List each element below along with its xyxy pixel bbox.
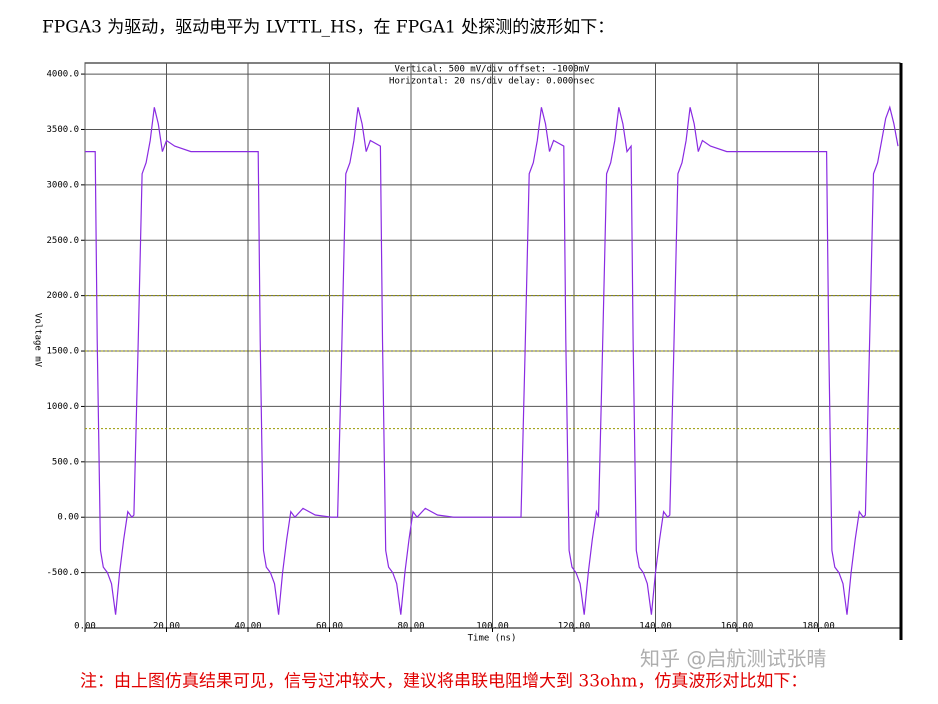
x-tick-label: 80.00 bbox=[397, 622, 424, 632]
y-tick-label: -500.0 bbox=[46, 568, 79, 578]
y-tick-label: 1000.0 bbox=[46, 402, 79, 412]
heading: FPGA3 为驱动，驱动电平为 LVTTL_HS，在 FPGA1 处探测的波形如… bbox=[42, 18, 614, 38]
x-tick-label: 120.00 bbox=[558, 622, 591, 632]
x-tick-label: 140.00 bbox=[639, 622, 672, 632]
x-tick-label: 0.00 bbox=[74, 622, 96, 632]
y-tick-label: 4000.0 bbox=[46, 70, 79, 80]
x-tick-label: 180.00 bbox=[802, 622, 835, 632]
y-tick-label: 1500.0 bbox=[46, 347, 79, 357]
y-tick-label: 500.0 bbox=[52, 457, 79, 467]
y-tick-label: 3500.0 bbox=[46, 125, 79, 135]
x-tick-label: 60.00 bbox=[316, 622, 343, 632]
x-tick-label: 100.00 bbox=[476, 622, 509, 632]
waveform bbox=[85, 105, 899, 615]
y-axis-label: Voltage mV bbox=[33, 313, 43, 368]
x-tick-label: 160.00 bbox=[721, 622, 754, 632]
y-tick-label: 0.00 bbox=[57, 513, 79, 523]
note: 注：由上图仿真结果可见，信号过冲较大，建议将串联电阻增大到 33ohm，仿真波形… bbox=[80, 672, 807, 692]
y-tick-label: 2000.0 bbox=[46, 291, 79, 301]
x-axis-label: Time (ns) bbox=[468, 634, 517, 644]
watermark: 知乎 @启航测试张晴 bbox=[640, 647, 826, 671]
x-tick-label: 20.00 bbox=[153, 622, 180, 632]
x-tick-label: 40.00 bbox=[234, 622, 261, 632]
y-tick-label: 2500.0 bbox=[46, 236, 79, 246]
y-tick-label: 3000.0 bbox=[46, 180, 79, 190]
